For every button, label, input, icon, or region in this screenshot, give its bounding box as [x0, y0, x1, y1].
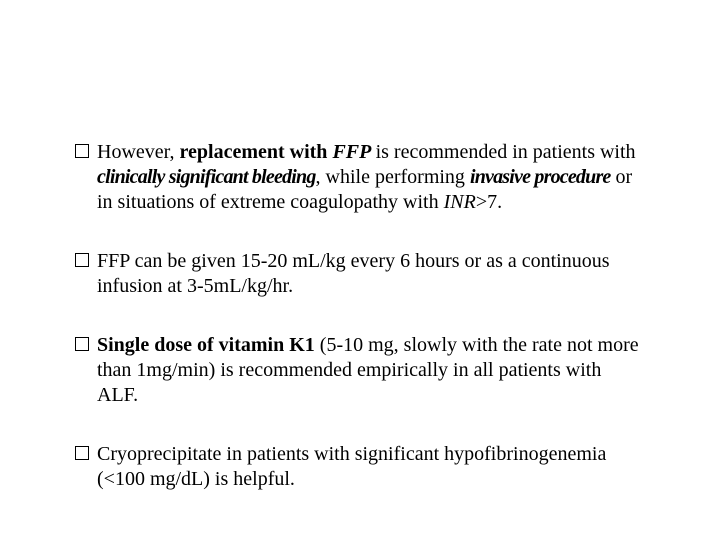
list-item: However, replacement with FFP is recomme… — [75, 140, 645, 215]
square-bullet-icon — [75, 337, 89, 351]
list-item-text: Single dose of vitamin K1 (5-10 mg, slow… — [97, 333, 645, 408]
square-bullet-icon — [75, 144, 89, 158]
list-item-text: Cryoprecipitate in patients with signifi… — [97, 442, 645, 492]
list-item: Single dose of vitamin K1 (5-10 mg, slow… — [75, 333, 645, 408]
list-item: Cryoprecipitate in patients with signifi… — [75, 442, 645, 492]
square-bullet-icon — [75, 253, 89, 267]
list-item: FFP can be given 15-20 mL/kg every 6 hou… — [75, 249, 645, 299]
list-item-text: FFP can be given 15-20 mL/kg every 6 hou… — [97, 249, 645, 299]
list-item-text: However, replacement with FFP is recomme… — [97, 140, 645, 215]
bullet-list: However, replacement with FFP is recomme… — [75, 140, 645, 492]
square-bullet-icon — [75, 446, 89, 460]
